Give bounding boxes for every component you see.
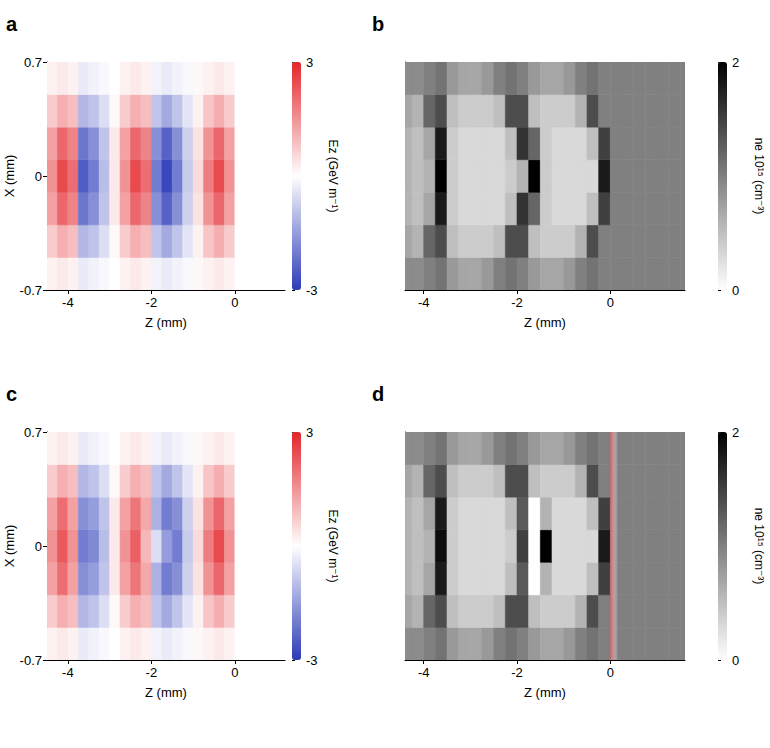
svg-text:-4: -4 bbox=[418, 295, 430, 310]
svg-text:0.7: 0.7 bbox=[24, 55, 42, 70]
svg-text:X (mm): X (mm) bbox=[2, 525, 17, 568]
svg-text:-0.7: -0.7 bbox=[20, 653, 42, 668]
svg-text:0: 0 bbox=[35, 539, 42, 554]
svg-text:Ez (GeV m⁻¹): Ez (GeV m⁻¹) bbox=[326, 139, 340, 212]
svg-text:0: 0 bbox=[607, 665, 614, 680]
svg-text:0: 0 bbox=[732, 283, 739, 298]
svg-text:0: 0 bbox=[607, 295, 614, 310]
svg-text:b: b bbox=[372, 13, 384, 35]
svg-text:0: 0 bbox=[732, 653, 739, 668]
svg-text:X (mm): X (mm) bbox=[2, 155, 17, 198]
svg-text:ne 10¹⁵ (cm⁻³): ne 10¹⁵ (cm⁻³) bbox=[752, 508, 766, 585]
svg-text:Z (mm): Z (mm) bbox=[145, 685, 187, 700]
svg-text:-2: -2 bbox=[146, 295, 158, 310]
svg-text:-3: -3 bbox=[306, 283, 318, 298]
svg-text:Ez (GeV m⁻¹): Ez (GeV m⁻¹) bbox=[326, 509, 340, 582]
svg-text:0: 0 bbox=[231, 665, 238, 680]
svg-text:-0.7: -0.7 bbox=[20, 283, 42, 298]
svg-text:-3: -3 bbox=[306, 653, 318, 668]
svg-text:3: 3 bbox=[306, 55, 313, 70]
svg-text:2: 2 bbox=[732, 425, 739, 440]
svg-text:-4: -4 bbox=[62, 665, 74, 680]
svg-text:-2: -2 bbox=[146, 665, 158, 680]
svg-text:Z (mm): Z (mm) bbox=[145, 315, 187, 330]
svg-text:-4: -4 bbox=[418, 665, 430, 680]
svg-text:Z (mm): Z (mm) bbox=[524, 685, 566, 700]
svg-text:-2: -2 bbox=[511, 295, 523, 310]
svg-text:0.7: 0.7 bbox=[24, 425, 42, 440]
svg-text:0: 0 bbox=[35, 169, 42, 184]
svg-text:d: d bbox=[372, 383, 384, 405]
svg-text:-2: -2 bbox=[511, 665, 523, 680]
svg-text:Z (mm): Z (mm) bbox=[524, 315, 566, 330]
svg-text:2: 2 bbox=[732, 55, 739, 70]
svg-text:-4: -4 bbox=[62, 295, 74, 310]
svg-text:a: a bbox=[6, 13, 18, 35]
svg-text:0: 0 bbox=[231, 295, 238, 310]
svg-text:c: c bbox=[6, 383, 17, 405]
svg-text:3: 3 bbox=[306, 425, 313, 440]
svg-text:ne 10¹⁵ (cm⁻³): ne 10¹⁵ (cm⁻³) bbox=[752, 138, 766, 215]
